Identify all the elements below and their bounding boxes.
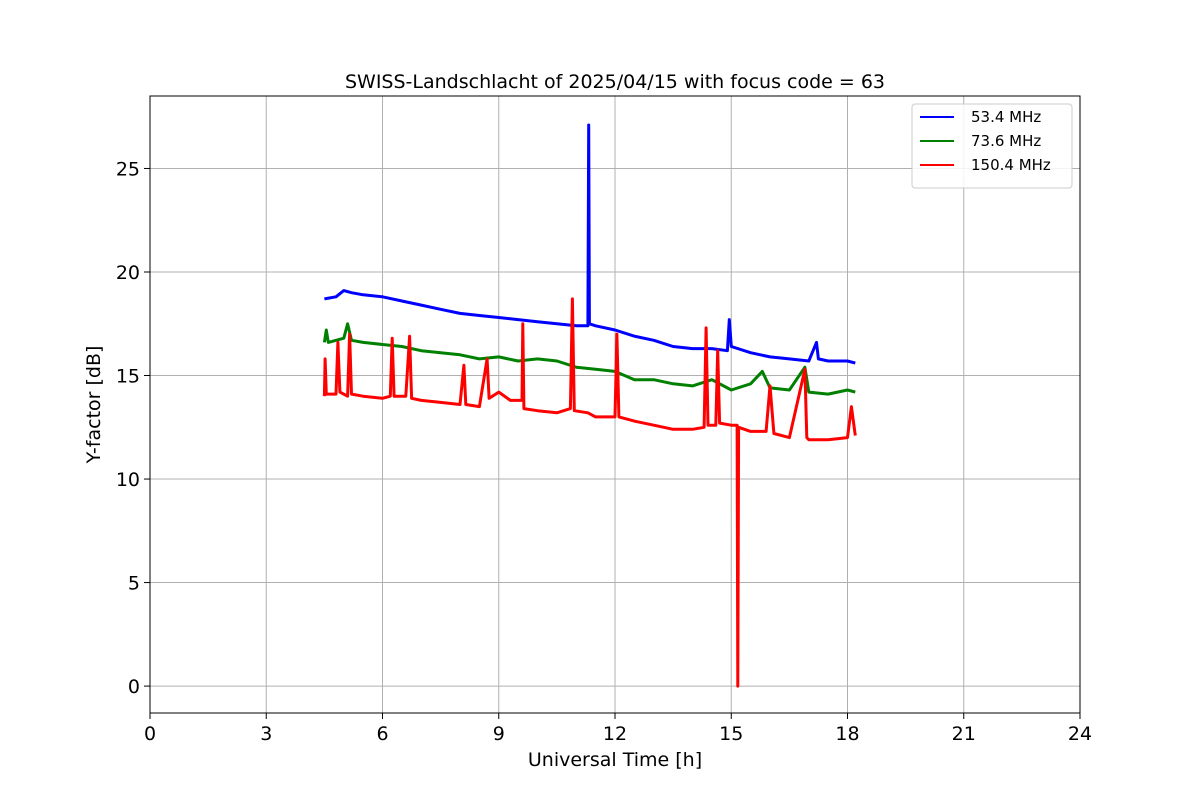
y-tick-label: 25 — [116, 158, 140, 180]
x-tick-label: 15 — [719, 723, 743, 745]
y-axis-label: Y-factor [dB] — [83, 346, 105, 465]
y-tick-label: 20 — [116, 262, 140, 284]
legend: 53.4 MHz 73.6 MHz 150.4 MHz — [911, 103, 1073, 189]
y-tick-label: 10 — [116, 469, 140, 491]
x-tick-label: 12 — [603, 723, 627, 745]
x-tick-label: 24 — [1068, 723, 1092, 745]
legend-entry-2: 150.4 MHz — [971, 156, 1051, 174]
series-lines — [322, 123, 857, 688]
legend-box — [911, 103, 1073, 189]
y-tick-label: 5 — [128, 573, 140, 595]
x-axis-label: Universal Time [h] — [528, 749, 702, 771]
series-line-1 — [322, 322, 856, 396]
axis-ticks: 0 3 6 9 12 15 18 21 24 0 5 10 15 20 25 — [116, 158, 1092, 745]
x-tick-label: 0 — [144, 723, 156, 745]
legend-entry-0: 53.4 MHz — [971, 108, 1041, 126]
x-tick-label: 9 — [493, 723, 505, 745]
y-tick-label: 15 — [116, 366, 140, 388]
legend-entry-1: 73.6 MHz — [971, 132, 1041, 150]
x-tick-label: 3 — [260, 723, 272, 745]
series-line-2 — [322, 297, 857, 688]
x-tick-label: 6 — [376, 723, 388, 745]
plot-frame — [149, 95, 1081, 714]
y-tick-label: 0 — [128, 676, 140, 698]
series-line-0 — [324, 123, 856, 365]
x-tick-label: 18 — [835, 723, 859, 745]
x-tick-label: 21 — [952, 723, 976, 745]
chart-title: SWISS-Landschlacht of 2025/04/15 with fo… — [345, 71, 885, 93]
